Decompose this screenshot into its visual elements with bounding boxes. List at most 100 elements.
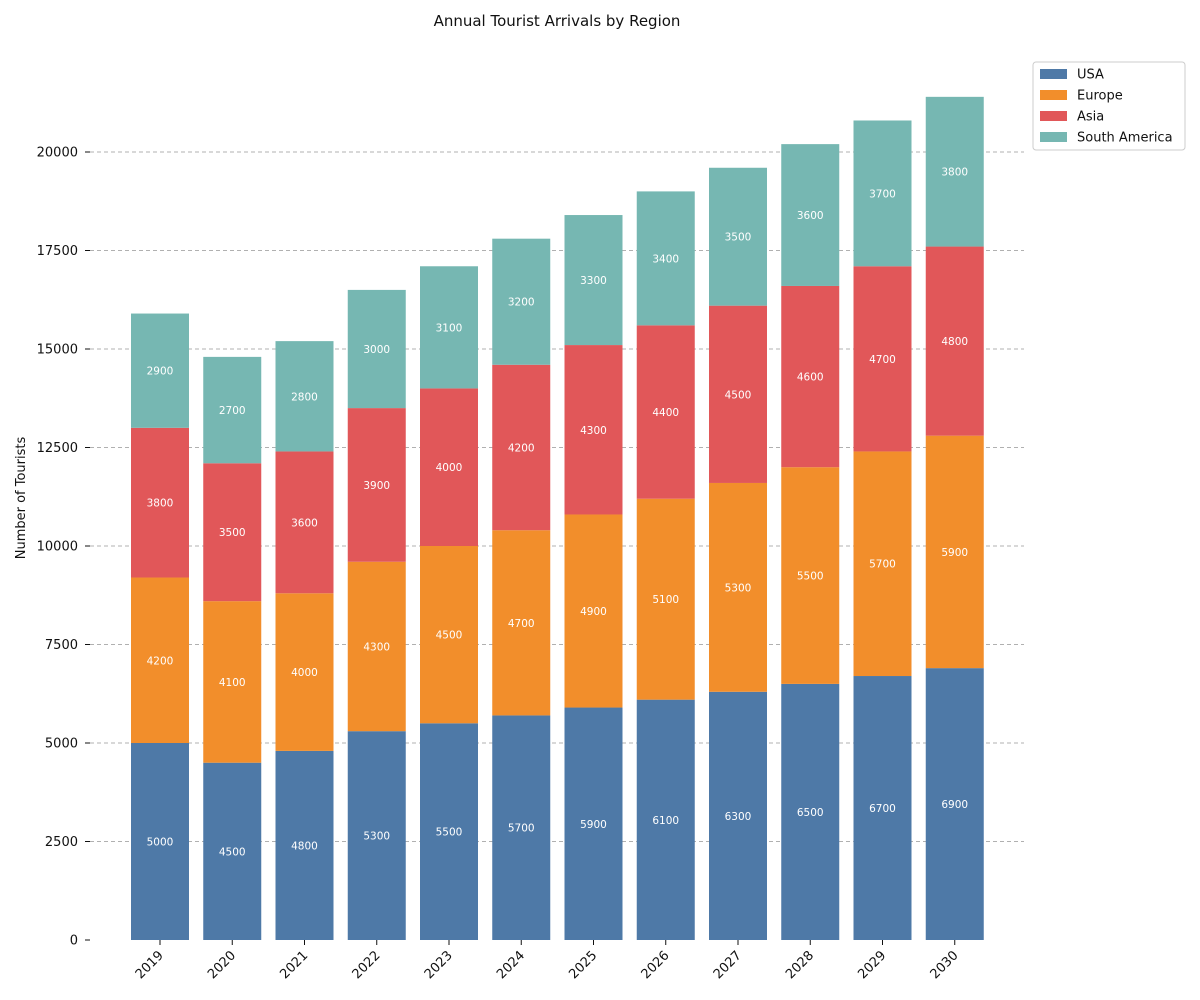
bar-south-america [347,289,406,409]
bar-value-label: 5000 [147,837,174,849]
x-tick-label: 2022 [350,948,384,982]
x-tick-label: 2026 [639,948,673,982]
bar-usa [131,743,189,940]
bar-europe [781,467,840,684]
bar-value-label: 3600 [797,210,824,222]
bar-asia [347,408,406,562]
legend-swatch [1040,90,1067,100]
bar-asia [564,345,623,515]
bar-value-label: 3800 [147,498,174,510]
bar-south-america [203,356,262,464]
bar-europe [131,577,189,743]
bar-value-label: 4300 [363,641,390,653]
bar-value-label: 3300 [580,275,607,287]
bar-south-america [925,96,984,247]
bar-asia [203,463,262,602]
bar-usa [203,762,262,940]
legend-swatch [1040,69,1067,79]
bar-value-label: 4300 [580,425,607,437]
bar-value-label: 5900 [941,547,968,559]
bar-value-label: 4700 [508,618,535,630]
y-tick-label: 2500 [45,835,78,850]
y-axis: 0 2500 5000 7500 10000 12500 15000 17500 20000 [37,146,90,949]
legend-label: USA [1077,68,1104,83]
bar-usa [420,723,478,940]
x-tick-label: 2019 [133,948,167,982]
bar-value-label: 3800 [941,167,968,179]
y-axis-label: Number of Tourists [14,437,29,560]
bar-europe [275,593,334,751]
bar-value-label: 4800 [941,336,968,348]
bar-value-label: 5900 [580,819,607,831]
bar-value-label: 5300 [725,582,752,594]
bar-south-america [420,266,478,389]
bar-usa [492,715,551,940]
bar-asia [709,305,767,483]
x-axis: 2019 2020 2021 2022 2023 2024 2025 2026 2027 2028… [133,940,962,982]
bar-value-label: 6300 [725,811,752,823]
bar-asia [853,266,912,452]
bar-europe [709,482,767,692]
x-tick-label: 2027 [711,948,745,982]
bar-asia [131,427,189,578]
bar-value-label: 3600 [291,517,318,529]
y-tick-label: 12500 [37,441,78,456]
bar-value-label: 3900 [363,480,390,492]
bar-south-america [492,238,551,365]
bar-europe [492,530,551,716]
legend-frame [1032,61,1186,151]
y-tick-label: 15000 [37,343,78,358]
bar-value-label: 4800 [291,840,318,852]
chart-title: Annual Tourist Arrivals by Region [434,12,681,30]
bar-value-label: 4400 [652,407,679,419]
bar-europe [420,546,478,724]
bar-value-label: 6700 [869,803,896,815]
bar-value-label: 4600 [797,372,824,384]
bar-asia [420,388,478,546]
bar-value-label: 4500 [219,846,246,858]
y-tick-label: 20000 [37,146,78,161]
y-tick-label: 7500 [45,638,78,653]
bar-asia [275,451,334,594]
bar-value-label: 3500 [219,527,246,539]
x-tick-label: 2024 [494,948,528,982]
x-tick-label: 2030 [928,948,962,982]
bar-value-label: 4900 [580,606,607,618]
bar-value-label: 4000 [436,462,463,474]
bar-value-label: 6500 [797,807,824,819]
bar-south-america [781,144,840,286]
bar-europe [853,451,912,677]
bar-value-label: 4000 [291,667,318,679]
bar-south-america [709,167,767,306]
bar-usa [925,668,984,940]
bar-value-label: 6100 [652,815,679,827]
bar-asia [492,364,551,531]
legend-swatch [1040,111,1067,121]
x-tick-label: 2029 [855,948,889,982]
bar-value-label: 2900 [147,366,174,378]
bar-asia [781,285,840,468]
y-tick-label: 10000 [37,540,78,555]
bar-value-label: 4700 [869,354,896,366]
bar-europe [203,601,262,763]
bar-south-america [636,191,695,326]
bars: 5000 4200 3800 2900 4500 4100 3500 2700 4800 4000… [131,96,984,940]
bar-asia [925,246,984,436]
bar-value-label: 5500 [436,827,463,839]
bar-value-label: 5300 [363,831,390,843]
bar-value-label: 3400 [652,253,679,265]
legend-label: Europe [1077,89,1123,104]
bar-value-label: 5500 [797,571,824,583]
bar-europe [347,561,406,732]
bar-south-america [853,120,912,267]
bar-value-label: 4500 [725,389,752,401]
x-tick-label: 2020 [205,948,239,982]
legend: USA Europe Asia South America [1032,61,1186,151]
y-tick-label: 5000 [45,737,78,752]
legend-label: South America [1077,131,1173,146]
bar-value-label: 4500 [436,630,463,642]
bar-usa [636,699,695,940]
y-tick-label: 0 [70,934,78,949]
bar-usa [564,707,623,940]
